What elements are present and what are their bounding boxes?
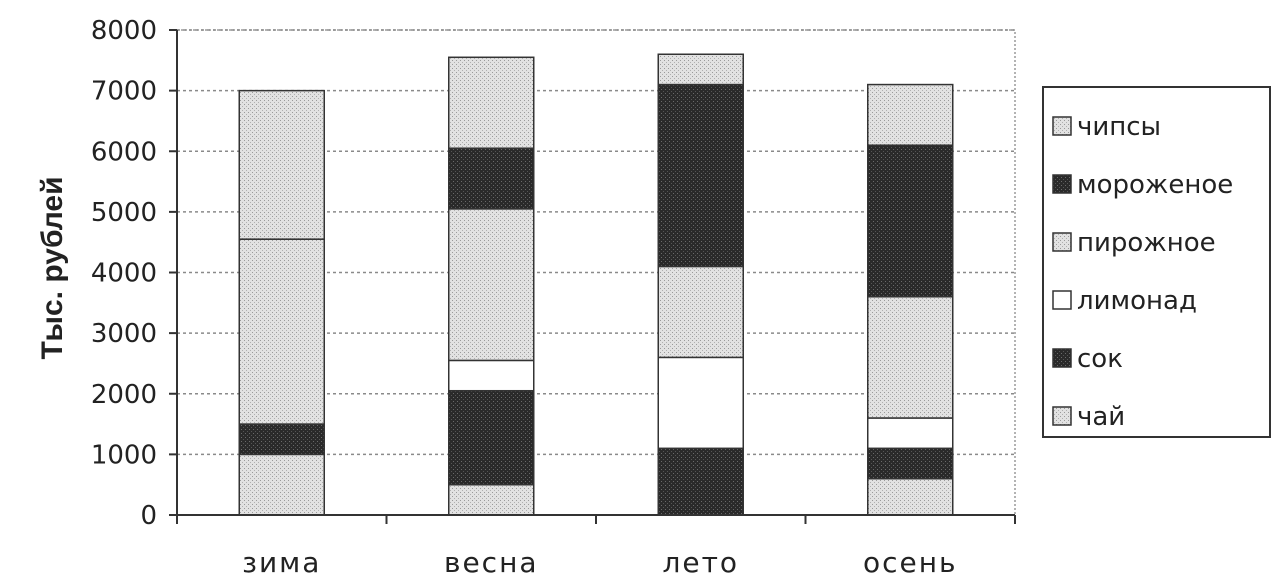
legend-swatch (1052, 348, 1072, 368)
bar-segment-мороженое (657, 83, 744, 268)
axes: 0 1000 2000 3000 4000 5000 6000 7000 8000 зима вес… (91, 16, 1016, 579)
legend-swatch (1052, 174, 1072, 194)
bar-segment-пирожное (657, 265, 744, 359)
y-tick-label: 7000 (91, 77, 157, 107)
bar-segment-пирожное (238, 238, 325, 425)
x-tick-label: лето (662, 546, 739, 579)
legend-box (1042, 86, 1271, 438)
y-tick-label: 4000 (91, 259, 157, 289)
legend-label: сок (1077, 344, 1123, 374)
y-tick-label: 5000 (91, 198, 157, 228)
bar-segment-сок (867, 447, 954, 480)
bar-segment-чипсы (867, 83, 954, 146)
y-axis-label: Тыс. рублей (36, 176, 69, 359)
legend-swatch (1052, 290, 1072, 310)
y-tick-label: 3000 (91, 319, 157, 349)
legend-swatch (1052, 116, 1072, 136)
bar-segment-чипсы (238, 89, 325, 240)
legend-label: чипсы (1077, 112, 1161, 142)
x-tick-label: зима (242, 546, 321, 579)
legend-label: мороженое (1077, 170, 1233, 200)
legend-label: чай (1077, 402, 1125, 432)
bar-segment-лимонад (448, 359, 535, 392)
legend-swatch (1052, 232, 1072, 252)
legend: чипсы мороженое пирожное лимонад сок чай (1042, 86, 1271, 438)
legend-swatch (1052, 406, 1072, 426)
y-tick-label: 0 (140, 501, 157, 531)
y-tick-label: 1000 (91, 440, 157, 470)
x-tick-label: осень (863, 546, 958, 579)
bar-segment-лимонад (657, 356, 744, 450)
bar-segment-чипсы (657, 53, 744, 86)
bar-segment-чай (448, 483, 535, 516)
legend-label: пирожное (1077, 228, 1216, 258)
x-tick-label: весна (444, 546, 539, 579)
legend-label: лимонад (1077, 286, 1197, 316)
bar-segment-сок (657, 447, 744, 516)
bar-segment-чай (238, 453, 325, 516)
bar-segment-лимонад (867, 417, 954, 450)
bar-segment-мороженое (867, 144, 954, 298)
bar-segment-мороженое (448, 147, 535, 210)
bar-segment-сок (448, 389, 535, 486)
bars (238, 53, 954, 516)
bar-segment-чай (867, 477, 954, 516)
bar-segment-сок (238, 423, 325, 456)
bar-segment-пирожное (448, 208, 535, 362)
bar-segment-пирожное (867, 296, 954, 419)
y-tick-label: 8000 (91, 16, 157, 46)
y-tick-label: 2000 (91, 380, 157, 410)
y-tick-label: 6000 (91, 137, 157, 167)
bar-segment-чипсы (448, 56, 535, 149)
